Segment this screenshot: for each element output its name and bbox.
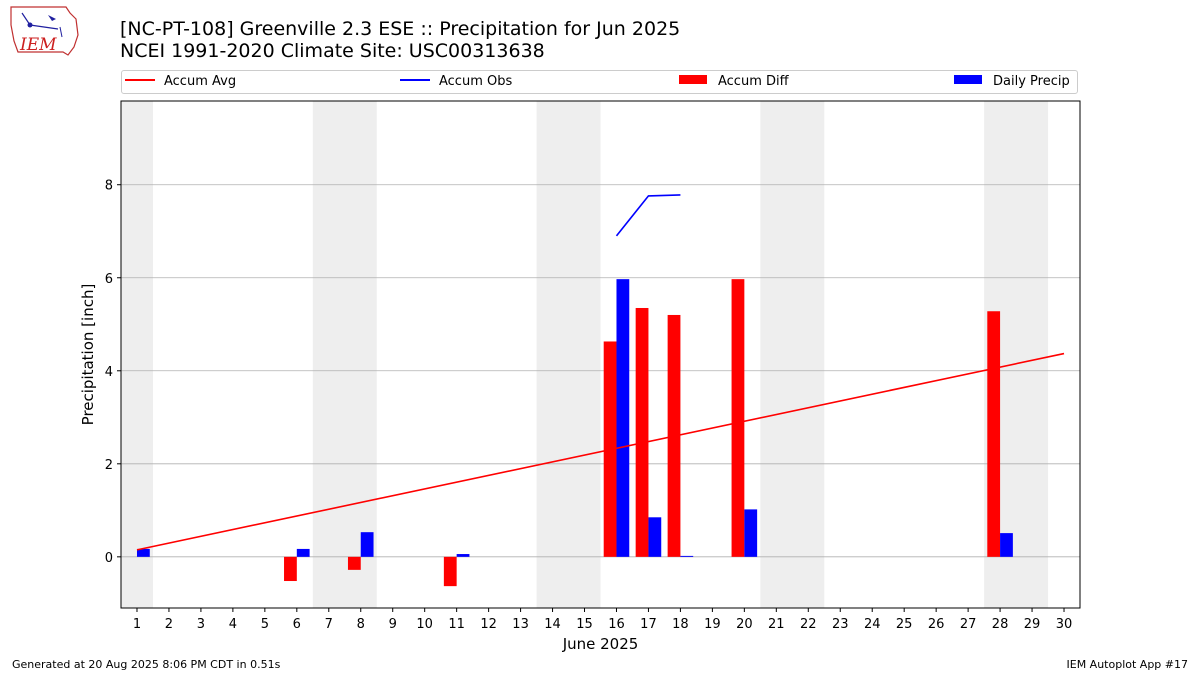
x-tick-label-9: 9 xyxy=(389,617,397,632)
daily-precip-bar-17 xyxy=(648,517,662,557)
x-tick-label-14: 14 xyxy=(544,617,561,632)
iem-logo: IEM xyxy=(10,6,79,56)
legend-swatch-accum-diff xyxy=(679,75,707,84)
x-tick-label-16: 16 xyxy=(608,617,625,632)
accum-obs-line xyxy=(615,194,681,237)
daily-precip-bar-16 xyxy=(616,279,630,557)
x-tick-label-30: 30 xyxy=(1056,617,1073,632)
x-tick-label-24: 24 xyxy=(864,617,881,632)
x-tick-label-25: 25 xyxy=(896,617,913,632)
legend-item-accum-avg: Accum Avg xyxy=(125,74,236,90)
x-tick-label-17: 17 xyxy=(640,617,657,632)
y-tick-label-2: 2 xyxy=(105,458,113,473)
x-tick-label-7: 7 xyxy=(325,617,333,632)
legend-item-accum-obs: Accum Obs xyxy=(400,74,512,90)
footer-generated: Generated at 20 Aug 2025 8:06 PM CDT in … xyxy=(12,658,281,671)
y-tick-label-0: 0 xyxy=(105,551,113,566)
weekend-shade-1 xyxy=(312,101,377,608)
x-tick-label-27: 27 xyxy=(960,617,977,632)
y-axis-label: Precipitation [inch] xyxy=(79,284,97,426)
x-tick-label-18: 18 xyxy=(672,617,689,632)
daily-precip-bar-8 xyxy=(360,532,374,557)
legend-label-accum-obs: Accum Obs xyxy=(439,74,513,89)
x-tick-label-10: 10 xyxy=(416,617,433,632)
x-tick-label-12: 12 xyxy=(480,617,497,632)
x-tick-label-15: 15 xyxy=(576,617,593,632)
legend-swatch-accum-avg xyxy=(125,78,155,81)
x-tick-label-4: 4 xyxy=(229,617,237,632)
daily-precip-bar-1 xyxy=(136,548,150,557)
x-tick-label-29: 29 xyxy=(1024,617,1041,632)
accum-diff-bar-17 xyxy=(635,307,649,557)
accum-diff-bar-6 xyxy=(284,556,297,582)
daily-precip-bar-11 xyxy=(456,554,470,557)
legend-label-accum-diff: Accum Diff xyxy=(718,74,789,89)
x-tick-label-1: 1 xyxy=(133,617,141,632)
footer-app: IEM Autoplot App #17 xyxy=(1066,658,1189,671)
x-tick-label-13: 13 xyxy=(512,617,529,632)
x-tick-label-6: 6 xyxy=(293,617,301,632)
legend-swatch-accum-obs xyxy=(400,78,430,81)
x-tick-label-26: 26 xyxy=(928,617,945,632)
x-tick-label-11: 11 xyxy=(448,617,465,632)
legend-swatch-daily-precip xyxy=(954,75,982,84)
x-tick-label-2: 2 xyxy=(165,617,173,632)
y-tick-label-6: 6 xyxy=(105,272,113,287)
x-tick-label-8: 8 xyxy=(357,617,365,632)
daily-precip-bar-28 xyxy=(1000,533,1013,557)
chart-subtitle: NCEI 1991-2020 Climate Site: USC00313638 xyxy=(120,40,545,62)
legend-label-accum-avg: Accum Avg xyxy=(164,74,237,89)
legend-item-daily-precip: Daily Precip xyxy=(954,74,1070,90)
accum-diff-bar-11 xyxy=(443,556,457,587)
legend: Accum Avg Accum Obs Accum Diff Daily Pre… xyxy=(121,70,1078,94)
accum-avg-line xyxy=(136,352,1065,551)
accum-diff-bar-20 xyxy=(731,279,745,557)
legend-item-accum-diff: Accum Diff xyxy=(679,74,789,90)
daily-precip-bar-20 xyxy=(744,509,758,557)
svg-text:IEM: IEM xyxy=(19,35,57,55)
x-tick-label-23: 23 xyxy=(832,617,849,632)
daily-precip-bar-18 xyxy=(680,555,694,557)
weekend-shade-0 xyxy=(121,101,153,608)
x-tick-label-21: 21 xyxy=(768,617,785,632)
accum-diff-bar-28 xyxy=(987,311,1001,557)
x-axis-label: June 2025 xyxy=(562,635,639,653)
x-tick-label-3: 3 xyxy=(197,617,205,632)
x-tick-label-19: 19 xyxy=(704,617,721,632)
y-tick-label-4: 4 xyxy=(105,365,113,380)
weekend-shade-2 xyxy=(536,101,601,608)
x-tick-label-20: 20 xyxy=(736,617,753,632)
y-tick-label-8: 8 xyxy=(105,179,113,194)
weekend-shade-3 xyxy=(760,101,825,608)
daily-precip-bar-6 xyxy=(296,548,310,557)
x-tick-label-28: 28 xyxy=(992,617,1009,632)
chart-title: [NC-PT-108] Greenville 2.3 ESE :: Precip… xyxy=(120,18,681,40)
legend-label-daily-precip: Daily Precip xyxy=(993,74,1070,89)
x-tick-label-5: 5 xyxy=(261,617,269,632)
plot-frame xyxy=(120,100,1081,609)
accum-diff-bar-8 xyxy=(347,556,361,570)
x-tick-label-22: 22 xyxy=(800,617,817,632)
